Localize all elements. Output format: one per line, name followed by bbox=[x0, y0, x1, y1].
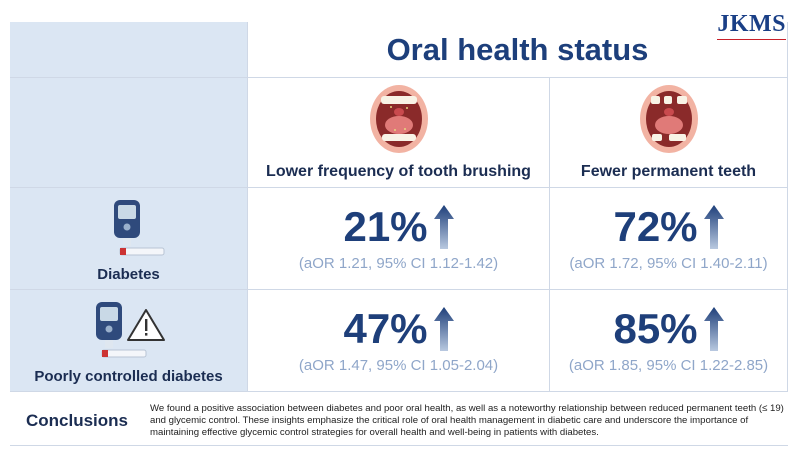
stat-value: 72% bbox=[613, 203, 698, 250]
cell-diabetes-teeth: 72% (aOR 1.72, 95% CI 1.40-2.11) bbox=[550, 188, 788, 290]
confidence-interval: (aOR 1.21, 95% CI 1.12-1.42) bbox=[298, 255, 499, 272]
logo-text: JKMS bbox=[717, 11, 786, 37]
column-label-teeth: Fewer permanent teeth bbox=[580, 163, 757, 180]
column-label-brushing: Lower frequency of tooth brushing bbox=[266, 163, 531, 180]
corner-cell bbox=[10, 22, 248, 78]
row-label-poorly-controlled: Poorly controlled diabetes bbox=[34, 368, 223, 385]
bottom-divider bbox=[10, 445, 788, 446]
row-header-diabetes: Diabetes bbox=[10, 188, 248, 290]
results-table: Oral health status Lower frequency of to… bbox=[10, 22, 788, 392]
glucose-meter-icon bbox=[113, 200, 164, 256]
open-mouth-missing-teeth-icon bbox=[639, 85, 698, 153]
page-title: Oral health status bbox=[386, 31, 649, 67]
arrow-up-icon bbox=[703, 205, 724, 249]
column-header-teeth: Fewer permanent teeth bbox=[550, 78, 788, 188]
confidence-interval: (aOR 1.85, 95% CI 1.22-2.85) bbox=[568, 357, 769, 374]
cell-poorly-teeth: 85% (aOR 1.85, 95% CI 1.22-2.85) bbox=[550, 290, 788, 392]
cell-diabetes-brushing: 21% (aOR 1.21, 95% CI 1.12-1.42) bbox=[248, 188, 550, 290]
arrow-up-icon bbox=[433, 205, 454, 249]
open-mouth-icon bbox=[369, 85, 428, 153]
cell-poorly-brushing: 47% (aOR 1.47, 95% CI 1.05-2.04) bbox=[248, 290, 550, 392]
row-header-poorly-controlled: Poorly controlled diabetes bbox=[10, 290, 248, 392]
conclusions-label: Conclusions bbox=[26, 411, 129, 430]
arrow-up-icon bbox=[433, 307, 454, 351]
confidence-interval: (aOR 1.72, 95% CI 1.40-2.11) bbox=[569, 255, 768, 272]
conclusions-section: Conclusions We found a positive associat… bbox=[10, 398, 788, 444]
left-header-blank bbox=[10, 78, 248, 188]
glucose-meter-warning-icon bbox=[95, 302, 165, 358]
stat-value: 21% bbox=[343, 203, 428, 250]
column-header-brushing: Lower frequency of tooth brushing bbox=[248, 78, 550, 188]
row-label-diabetes: Diabetes bbox=[97, 266, 160, 283]
conclusions-text: We found a positive association between … bbox=[150, 403, 784, 438]
confidence-interval: (aOR 1.47, 95% CI 1.05-2.04) bbox=[298, 357, 499, 374]
stat-value: 85% bbox=[613, 305, 698, 352]
journal-logo: JKMS bbox=[717, 6, 786, 40]
stat-value: 47% bbox=[343, 305, 428, 352]
title-cell: Oral health status bbox=[248, 22, 788, 78]
arrow-up-icon bbox=[703, 307, 724, 351]
